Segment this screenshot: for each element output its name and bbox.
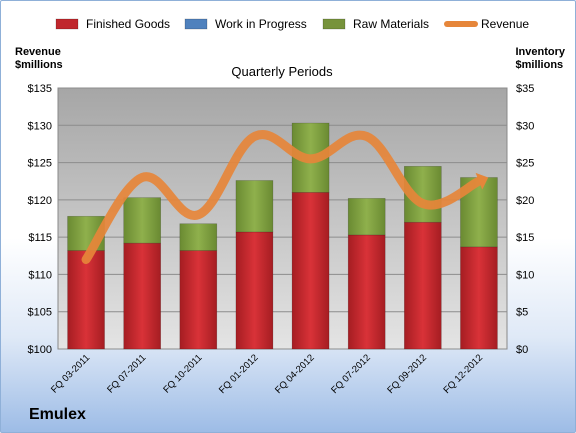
x-tick-label: FQ 07-2011 [105,352,148,395]
x-tick-label: FQ 09-2012 [385,352,429,396]
bar-finished-goods [404,221,442,350]
left-axis-title-line2: $millions [15,59,63,71]
right-tick-label: $10 [516,269,534,281]
company-name: Emulex [29,406,86,423]
legend: Finished Goods Work in Progress Raw Materi… [55,17,529,31]
revenue-arrowhead [475,172,489,190]
right-tick-label: $25 [516,158,534,170]
legend-label: Work in Progress [215,17,307,31]
right-axis-title: Inventory $millions [515,46,565,72]
bar-finished-goods [235,231,274,350]
right-axis-title-line2: $millions [515,59,564,71]
left-tick-label: $100 [28,344,52,356]
x-tick-label: FQ 01-2012 [217,352,261,396]
x-tick-label: FQ 10-2011 [161,352,204,395]
x-tick-label: FQ 12-2012 [441,352,485,396]
revenue-line-path [81,130,484,265]
right-tick-label: $5 [516,307,528,319]
bar-finished-goods [67,250,105,350]
right-axis-title-line1: Inventory [515,46,565,58]
bar-finished-goods [347,234,386,350]
bar-finished-goods [291,192,330,350]
bars [67,122,498,350]
x-tick-label: FQ 04-2012 [273,352,317,396]
left-tick-label: $105 [28,307,52,319]
legend-label: Finished Goods [86,17,170,31]
x-tick-label: FQ 07-2012 [329,352,373,396]
legend-swatch-raw-materials [322,18,346,30]
legend-label: Revenue [481,17,529,31]
right-tick-label: $0 [516,344,528,356]
bar-finished-goods [123,242,161,350]
bar-finished-goods [460,246,498,350]
left-axis-title: Revenue $millions [15,46,63,72]
right-axis: $0 $5 $10 $15 $20 $25 $30 $35 [516,83,534,356]
left-tick-label: $115 [28,232,52,244]
left-tick-label: $110 [28,269,52,281]
bar-raw-materials [179,223,218,251]
left-tick-label: $135 [28,83,52,95]
left-tick-label: $125 [28,158,52,170]
bar-raw-materials [347,198,386,236]
legend-swatch-finished-goods [55,18,79,30]
x-tick-label: FQ 03-2011 [49,352,92,395]
legend-label: Raw Materials [353,17,429,31]
left-axis-title-line1: Revenue [15,46,61,58]
left-tick-label: $130 [28,120,52,132]
left-axis: $100 $105 $110 $115 $120 $125 $130 $135 [28,83,52,356]
bar-raw-materials [235,180,274,233]
revenue-line [81,130,489,265]
bar-finished-goods [179,250,218,350]
bar-raw-materials [123,197,161,244]
right-tick-label: $20 [516,195,534,207]
legend-swatch-work-in-progress [184,18,208,30]
right-tick-label: $30 [516,120,534,132]
left-tick-label: $120 [28,195,52,207]
right-tick-label: $35 [516,83,534,95]
x-axis: FQ 03-2011 FQ 07-2011 FQ 10-2011 FQ 01-2012… [49,352,485,396]
chart-title: Quarterly Periods [231,64,333,79]
right-tick-label: $15 [516,232,534,244]
